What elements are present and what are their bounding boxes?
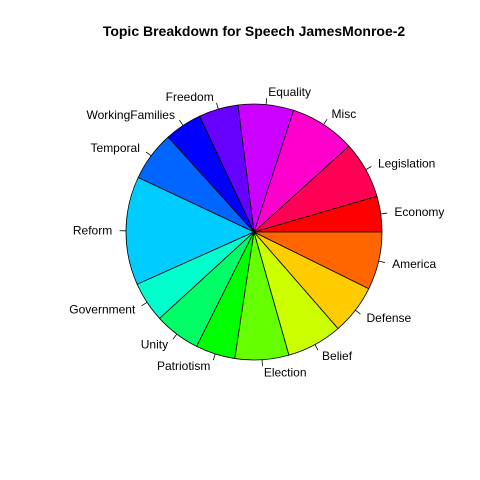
pie-tick-legislation — [365, 166, 372, 170]
pie-label-unity: Unity — [141, 337, 168, 351]
pie-label-legislation: Legislation — [378, 156, 435, 170]
pie-label-economy: Economy — [394, 205, 444, 219]
pie-tick-unity — [172, 333, 178, 340]
pie-label-election: Election — [264, 366, 307, 380]
pie-tick-belief — [314, 344, 319, 351]
pie-label-workingfamilies: WorkingFamilies — [86, 108, 174, 122]
pie-label-equality: Equality — [268, 85, 311, 99]
pie-slices — [125, 103, 383, 361]
pie-label-government: Government — [69, 302, 136, 316]
pie-labels: Economy Legislation Misc Equality Freedom Wor… — [69, 85, 444, 380]
pie-tick-equality — [265, 98, 268, 105]
pie-tick-workingfamilies — [179, 119, 184, 126]
chart-title: Topic Breakdown for Speech JamesMonroe-2 — [103, 23, 406, 39]
pie-tick-economy — [380, 212, 388, 215]
pie-tick-misc — [323, 118, 328, 125]
pie-label-defense: Defense — [367, 311, 412, 325]
pie-tick-temporal — [145, 151, 152, 157]
pie-tick-defense — [355, 309, 361, 315]
pie-label-misc: Misc — [332, 107, 357, 121]
pie-label-america: America — [392, 257, 436, 271]
pie-label-freedom: Freedom — [166, 90, 214, 104]
pie-label-belief: Belief — [322, 349, 353, 363]
pie-label-patriotism: Patriotism — [157, 359, 210, 373]
pie-tick-patriotism — [212, 353, 216, 361]
pie-label-temporal: Temporal — [91, 141, 140, 155]
pie-label-reform: Reform — [73, 224, 112, 238]
pie-tick-america — [378, 260, 385, 263]
pie-slice-america — [253, 231, 383, 290]
pie-tick-government — [141, 301, 148, 307]
pie-tick-freedom — [216, 102, 219, 110]
